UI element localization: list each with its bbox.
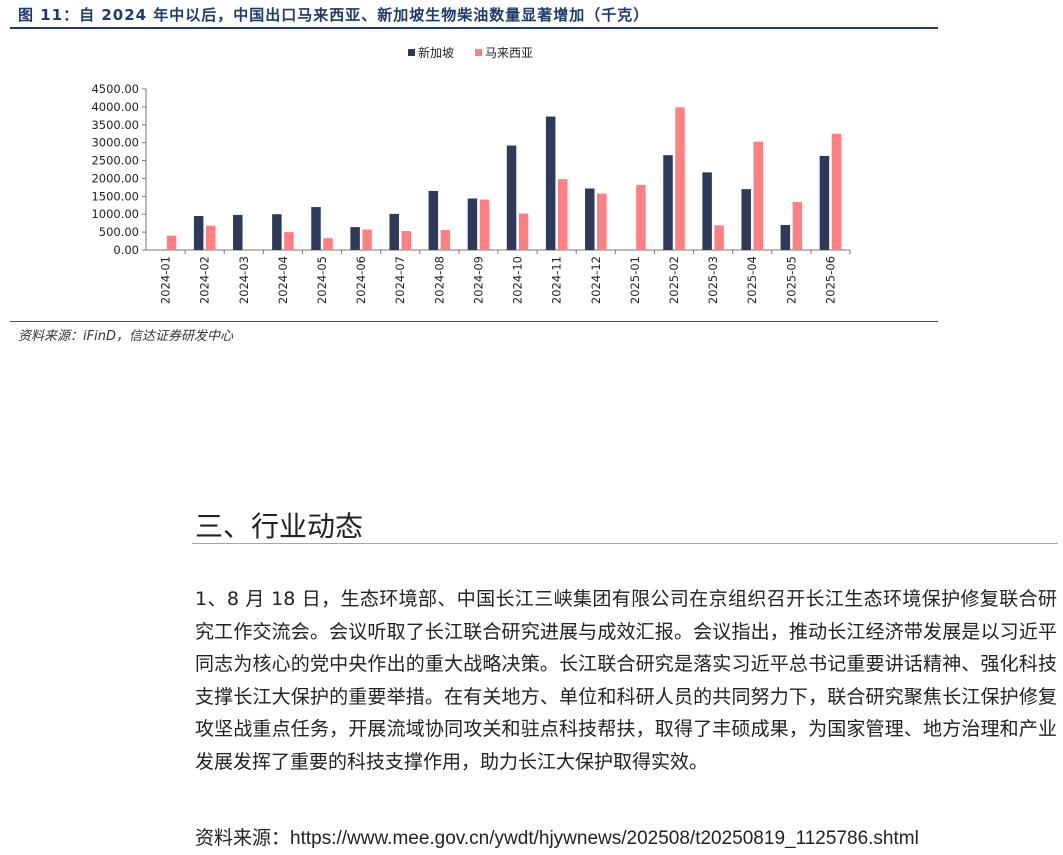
bar-singapore bbox=[350, 227, 360, 250]
bar-singapore bbox=[193, 216, 204, 250]
x-tick-label: 2024-05 bbox=[315, 256, 329, 304]
legend-label: 马来西亚 bbox=[485, 46, 533, 60]
legend-label: 新加坡 bbox=[418, 45, 454, 60]
bar-malaysia bbox=[205, 225, 216, 250]
legend-swatch bbox=[408, 49, 415, 56]
bar-malaysia bbox=[597, 193, 607, 250]
title-rule bbox=[10, 27, 938, 29]
x-tick-label: 2025-04 bbox=[745, 256, 759, 304]
bar-singapore bbox=[780, 224, 791, 250]
figure-bottom-rule bbox=[10, 321, 938, 322]
bar-singapore bbox=[467, 198, 478, 250]
x-tick-label: 2024-02 bbox=[198, 256, 212, 304]
y-tick-label: 2000.00 bbox=[91, 171, 139, 185]
bar-singapore bbox=[311, 207, 321, 250]
legend-swatch bbox=[475, 49, 482, 56]
x-tick-label: 2025-06 bbox=[823, 256, 837, 304]
y-tick-label: 3000.00 bbox=[91, 136, 139, 150]
bar-singapore bbox=[545, 116, 556, 250]
x-tick-label: 2025-05 bbox=[784, 256, 798, 304]
figure-source: 资料来源：iFinD，信达证券研发中心 bbox=[18, 329, 233, 344]
section-title: 三、行业动态 bbox=[195, 510, 364, 543]
x-tick-label: 2024-12 bbox=[589, 256, 603, 304]
news-paragraph: 1、8 月 18 日，生态环境部、中国长江三峡集团有限公司在京组织召开长江生态环… bbox=[195, 588, 1057, 773]
bar-singapore bbox=[272, 214, 282, 250]
x-tick-label: 2024-03 bbox=[237, 256, 251, 304]
y-tick-label: 3500.00 bbox=[91, 118, 139, 132]
x-tick-label: 2024-04 bbox=[276, 256, 290, 304]
source-line: 资料来源：https://www.mee.gov.cn/ywdt/hjywnew… bbox=[195, 823, 919, 850]
bar-malaysia bbox=[166, 235, 177, 250]
x-tick-label: 2024-08 bbox=[432, 256, 446, 304]
bar-malaysia bbox=[792, 202, 803, 250]
bar-singapore bbox=[741, 189, 751, 250]
bar-malaysia bbox=[714, 225, 724, 250]
bar-singapore bbox=[702, 172, 712, 250]
bar-malaysia bbox=[675, 107, 685, 250]
bar-singapore bbox=[233, 214, 243, 250]
figure-title: 图 11：自 2024 年中以后，中国出口马来西亚、新加坡生物柴油数量显著增加（… bbox=[18, 6, 650, 24]
y-tick-label: 500.00 bbox=[99, 225, 139, 239]
bar-singapore bbox=[819, 155, 830, 250]
y-tick-label: 1500.00 bbox=[91, 189, 139, 203]
bar-singapore bbox=[585, 188, 595, 250]
x-tick-label: 2024-07 bbox=[393, 256, 407, 304]
bar-malaysia bbox=[479, 199, 490, 250]
bar-malaysia bbox=[323, 238, 333, 250]
y-tick-label: 0.00 bbox=[113, 243, 139, 257]
section-rule bbox=[192, 543, 1058, 544]
bar-malaysia bbox=[636, 184, 646, 250]
x-tick-label: 2024-06 bbox=[354, 256, 368, 304]
bar-singapore bbox=[506, 145, 517, 250]
bar-malaysia bbox=[362, 229, 372, 250]
x-tick-label: 2024-09 bbox=[471, 256, 485, 304]
bar-malaysia bbox=[557, 179, 568, 250]
bar-malaysia bbox=[401, 231, 411, 250]
x-tick-label: 2024-01 bbox=[159, 256, 173, 304]
bar-malaysia bbox=[284, 232, 294, 250]
x-tick-label: 2025-01 bbox=[628, 256, 642, 304]
bar-malaysia bbox=[753, 141, 763, 250]
bar-singapore bbox=[663, 155, 673, 250]
x-tick-label: 2025-02 bbox=[667, 256, 681, 304]
x-tick-label: 2025-03 bbox=[706, 256, 720, 304]
bar-chart: 新加坡 马来西亚 0.00 500.00 1000.00 1500.00 2000.00 25… bbox=[91, 45, 851, 304]
bar-malaysia bbox=[831, 133, 842, 250]
x-tick-label: 2024-11 bbox=[550, 256, 564, 304]
y-tick-label: 4500.00 bbox=[91, 82, 139, 96]
source-url[interactable]: https://www.mee.gov.cn/ywdt/hjywnews/202… bbox=[290, 828, 919, 849]
y-tick-label: 2500.00 bbox=[91, 154, 139, 168]
bar-malaysia bbox=[440, 229, 451, 250]
y-tick-label: 4000.00 bbox=[91, 100, 139, 114]
bar-singapore bbox=[428, 190, 439, 250]
bar-malaysia bbox=[518, 213, 529, 250]
bar-singapore bbox=[389, 213, 399, 250]
source-label: 资料来源： bbox=[195, 827, 291, 849]
y-tick-label: 1000.00 bbox=[91, 207, 139, 221]
x-tick-label: 2024-10 bbox=[511, 256, 525, 304]
